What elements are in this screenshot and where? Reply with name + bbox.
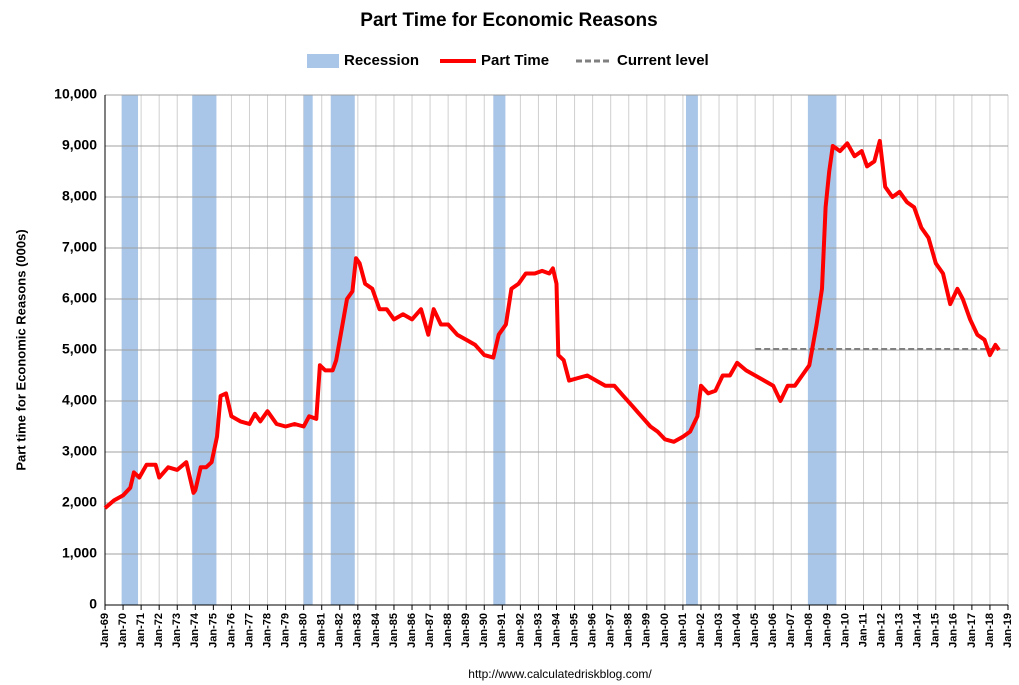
x-tick-label: Jan-75 <box>207 613 219 648</box>
x-tick-label: Jan-09 <box>821 613 833 648</box>
x-tick-label: Jan-90 <box>478 613 490 648</box>
y-tick-label: 7,000 <box>62 239 97 255</box>
x-tick-label: Jan-07 <box>785 613 797 648</box>
x-tick-label: Jan-04 <box>731 612 743 648</box>
x-tick-label: Jan-83 <box>352 613 364 648</box>
x-tick-label: Jan-17 <box>966 613 978 648</box>
x-tick-label: Jan-70 <box>117 613 129 648</box>
x-tick-label: Jan-74 <box>189 612 201 648</box>
y-tick-label: 2,000 <box>62 494 97 510</box>
x-tick-label: Jan-03 <box>713 613 725 648</box>
x-tick-label: Jan-98 <box>623 613 635 648</box>
y-tick-label: 6,000 <box>62 290 97 306</box>
x-tick-label: Jan-95 <box>568 613 580 648</box>
x-tick-label: Jan-72 <box>153 613 165 648</box>
y-tick-label: 10,000 <box>54 86 97 102</box>
x-tick-label: Jan-15 <box>930 613 942 648</box>
x-tick-label: Jan-16 <box>948 613 960 648</box>
x-tick-label: Jan-82 <box>334 613 346 648</box>
legend-label: Current level <box>617 52 709 69</box>
x-tick-label: Jan-01 <box>677 613 689 648</box>
x-tick-label: Jan-86 <box>406 613 418 648</box>
x-tick-label: Jan-11 <box>857 613 869 647</box>
x-tick-label: Jan-69 <box>99 613 111 648</box>
x-tick-label: Jan-78 <box>261 613 273 648</box>
legend-label: Part Time <box>481 52 549 69</box>
x-tick-label: Jan-88 <box>442 613 454 648</box>
x-tick-label: Jan-80 <box>298 613 310 648</box>
x-tick-label: Jan-18 <box>984 613 996 648</box>
x-tick-label: Jan-99 <box>641 613 653 648</box>
x-tick-label: Jan-93 <box>532 613 544 648</box>
x-tick-label: Jan-77 <box>243 613 255 648</box>
series-line <box>103 138 1001 510</box>
x-tick-label: Jan-85 <box>388 613 400 648</box>
source: http://www.calculatedriskblog.com/ <box>468 667 652 681</box>
x-tick-label: Jan-94 <box>550 612 562 648</box>
y-tick-label: 0 <box>89 596 97 612</box>
x-tick-label: Jan-87 <box>424 613 436 648</box>
legend-swatch <box>307 54 339 68</box>
x-tick-label: Jan-19 <box>1002 613 1014 648</box>
x-tick-label: Jan-12 <box>875 613 887 648</box>
y-tick-label: 4,000 <box>62 392 97 408</box>
x-tick-label: Jan-05 <box>749 613 761 648</box>
y-tick-label: 1,000 <box>62 545 97 561</box>
x-tick-label: Jan-71 <box>135 613 147 648</box>
x-tick-label: Jan-02 <box>695 613 707 648</box>
x-tick-label: Jan-14 <box>912 612 924 648</box>
legend-label: Recession <box>344 52 419 69</box>
x-tick-label: Jan-00 <box>659 613 671 648</box>
x-tick-label: Jan-96 <box>587 613 599 648</box>
x-tick-label: Jan-97 <box>605 613 617 648</box>
x-tick-label: Jan-84 <box>370 612 382 648</box>
x-tick-label: Jan-10 <box>839 613 851 648</box>
x-tick-label: Jan-08 <box>803 613 815 648</box>
y-tick-label: 5,000 <box>62 341 97 357</box>
x-tick-label: Jan-81 <box>316 613 328 648</box>
y-axis-title: Part time for Economic Reasons (000s) <box>13 229 28 470</box>
y-tick-label: 8,000 <box>62 188 97 204</box>
x-tick-label: Jan-89 <box>460 613 472 648</box>
x-tick-label: Jan-91 <box>496 613 508 648</box>
y-tick-label: 3,000 <box>62 443 97 459</box>
x-tick-label: Jan-79 <box>280 613 292 648</box>
chart-title: Part Time for Economic Reasons <box>360 10 657 31</box>
x-tick-label: Jan-92 <box>514 613 526 648</box>
x-tick-label: Jan-13 <box>894 613 906 648</box>
x-tick-label: Jan-76 <box>225 613 237 648</box>
x-tick-label: Jan-06 <box>767 613 779 648</box>
y-tick-label: 9,000 <box>62 137 97 153</box>
x-tick-label: Jan-73 <box>171 613 183 648</box>
